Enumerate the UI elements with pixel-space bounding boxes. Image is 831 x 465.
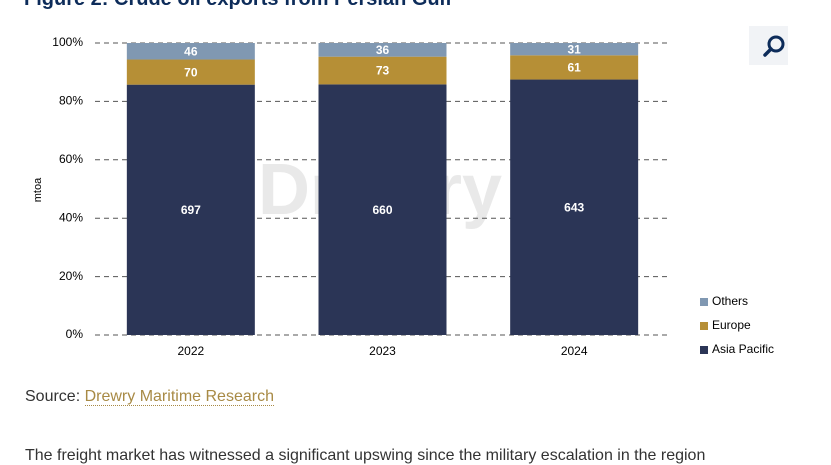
bar-segment <box>510 55 639 80</box>
y-tick-label: 80% <box>59 94 83 108</box>
chart-title: Figure 2: Crude oil exports from Persian… <box>24 0 452 11</box>
bar-segment <box>318 56 447 85</box>
y-axis-label: mtoa <box>32 177 44 202</box>
source-prefix: Source: <box>25 388 81 405</box>
x-tick-label: 2024 <box>561 344 588 358</box>
bar-segment <box>510 79 639 336</box>
source-link[interactable]: Drewry Maritime Research <box>84 388 274 406</box>
y-tick-label: 40% <box>59 210 83 224</box>
legend-swatch <box>700 322 708 330</box>
y-tick-label: 0% <box>66 327 84 341</box>
data-label: 61 <box>567 61 581 75</box>
bar-segment <box>126 43 255 60</box>
x-tick-label: 2023 <box>369 344 396 358</box>
bar-segment <box>126 59 255 85</box>
data-label: 643 <box>564 200 584 214</box>
data-label: 36 <box>376 43 390 57</box>
data-label: 73 <box>376 64 390 78</box>
paragraph: The freight market has witnessed a signi… <box>25 447 706 464</box>
bar-segment <box>318 84 447 335</box>
legend-label: Others <box>712 294 748 308</box>
data-label: 46 <box>184 44 198 58</box>
bar-segment <box>510 43 639 56</box>
x-tick-label: 2022 <box>177 344 204 358</box>
data-label: 31 <box>567 42 581 56</box>
legend-swatch <box>700 346 708 354</box>
y-tick-label: 20% <box>59 269 83 283</box>
search-icon <box>763 35 785 57</box>
legend-label: Europe <box>712 318 751 332</box>
data-label: 697 <box>181 203 201 217</box>
legend-label: Asia Pacific <box>712 342 774 356</box>
data-label: 660 <box>372 203 392 217</box>
y-tick-label: 60% <box>59 152 83 166</box>
source: Source: Drewry Maritime Research <box>25 388 274 406</box>
search-button[interactable] <box>749 26 788 65</box>
data-label: 70 <box>184 65 198 79</box>
legend-swatch <box>700 298 708 306</box>
y-tick-label: 100% <box>52 35 83 49</box>
bar-segment <box>126 84 255 335</box>
bar-segment <box>318 43 447 57</box>
